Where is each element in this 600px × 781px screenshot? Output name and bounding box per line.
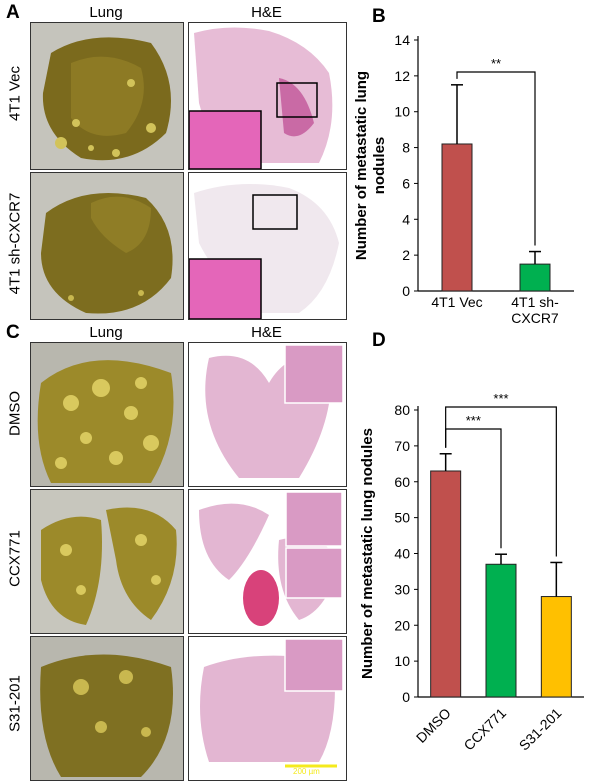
y-tick-label: 4 [402, 211, 410, 227]
y-tick-label: 2 [402, 247, 410, 263]
column-header-lung-c: Lung [89, 324, 123, 341]
y-tick-label: 0 [402, 283, 410, 299]
y-tick-label: 20 [394, 617, 410, 633]
category-label: CCX771 [460, 705, 509, 754]
panel-letter-a: A [6, 2, 20, 23]
y-tick-label: 10 [394, 653, 410, 669]
significance-label: *** [493, 391, 508, 406]
category-label: DMSO [413, 705, 454, 746]
y-tick-label: 60 [394, 474, 410, 490]
y-tick-label: 30 [394, 581, 410, 597]
bar [441, 143, 473, 292]
y-axis-label: Number of metastatic lung nodules [359, 428, 376, 679]
he-stain-4t1-vec [188, 22, 347, 170]
y-axis-label: nodules [371, 137, 388, 195]
y-tick-label: 14 [394, 32, 410, 48]
lung-photo-4t1-sh-cxcr7 [30, 172, 184, 320]
panel-letter-b: B [372, 6, 386, 27]
lung-photo-4t1-vec [30, 22, 184, 170]
significance-label: *** [466, 413, 481, 428]
y-tick-label: 0 [402, 689, 410, 705]
y-tick-label: 6 [402, 175, 410, 191]
chart-b: 0 2 4 6 8 10 12 14 Number of metastatic lung nodu… [353, 32, 574, 326]
bar [485, 563, 517, 698]
lung-photo-dmso [30, 342, 184, 487]
column-header-he-c: H&E [251, 324, 282, 341]
y-tick-label: 10 [394, 104, 410, 120]
he-stain-dmso [188, 342, 347, 487]
y-tick-label: 40 [394, 546, 410, 562]
he-stain-s31-201: 200 µm [188, 636, 347, 781]
row-label-ccx771: CCX771 [6, 530, 24, 587]
significance-bracket [456, 71, 536, 246]
row-label-4t1-vec: 4T1 Vec [6, 65, 24, 122]
category-label: 4T1 sh- [511, 294, 559, 310]
category-label: S31-201 [516, 705, 565, 754]
significance-bracket [445, 406, 557, 557]
panel-letter-c: C [6, 322, 20, 343]
significance-label: ** [491, 56, 501, 71]
he-stain-4t1-sh-cxcr7 [188, 172, 347, 320]
y-tick-label: 80 [394, 402, 410, 418]
y-tick-label: 70 [394, 438, 410, 454]
row-label-dmso: DMSO [6, 391, 24, 436]
chart-d: 0 10 20 30 40 50 60 70 80 Number of metastatic lu… [359, 391, 584, 754]
he-stain-ccx771 [188, 489, 347, 634]
category-label: CXCR7 [511, 310, 559, 326]
column-header-he: H&E [251, 4, 282, 21]
bar [430, 470, 462, 698]
bar [519, 263, 551, 292]
column-header-lung: Lung [89, 4, 123, 21]
row-label-4t1-sh-cxcr7: 4T1 sh-CXCR7 [6, 192, 24, 295]
y-tick-label: 12 [394, 68, 410, 84]
lung-photo-ccx771 [30, 489, 184, 634]
category-label: 4T1 Vec [431, 294, 482, 310]
scale-bar-label: 200 µm [293, 767, 320, 776]
y-tick-label: 50 [394, 510, 410, 526]
y-axis-label: Number of metastatic lung [353, 71, 370, 260]
row-label-s31-201: S31-201 [6, 675, 24, 732]
y-tick-label: 8 [402, 140, 410, 156]
lung-photo-s31-201 [30, 636, 184, 781]
panel-letter-d: D [372, 330, 386, 351]
bar [540, 596, 572, 698]
